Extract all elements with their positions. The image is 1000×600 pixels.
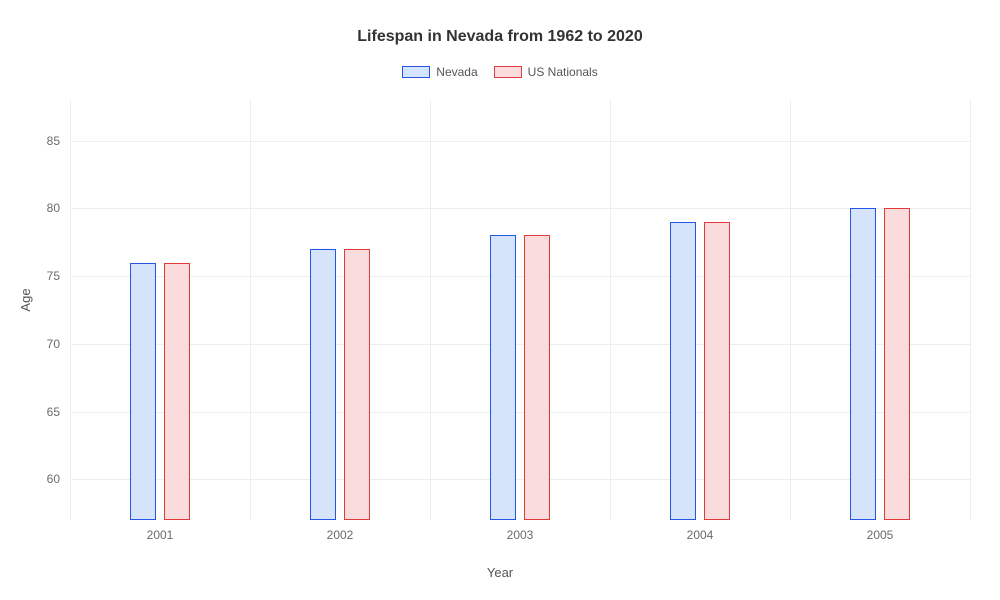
gridline-horizontal (70, 344, 970, 345)
legend-item[interactable]: Nevada (402, 65, 477, 79)
x-tick-label: 2003 (507, 528, 534, 542)
bar[interactable] (850, 208, 876, 520)
legend-label: US Nationals (528, 65, 598, 79)
legend-swatch-icon (494, 66, 522, 78)
y-axis-label: Age (18, 288, 33, 311)
gridline-vertical (970, 100, 971, 520)
gridline-vertical (70, 100, 71, 520)
bar[interactable] (704, 222, 730, 520)
x-tick-label: 2004 (687, 528, 714, 542)
bar[interactable] (524, 235, 550, 520)
bar[interactable] (344, 249, 370, 520)
gridline-vertical (430, 100, 431, 520)
chart-legend: Nevada US Nationals (0, 65, 1000, 79)
bar[interactable] (310, 249, 336, 520)
y-tick-label: 75 (30, 269, 60, 283)
gridline-horizontal (70, 479, 970, 480)
x-tick-label: 2002 (327, 528, 354, 542)
gridline-vertical (250, 100, 251, 520)
gridline-vertical (610, 100, 611, 520)
bar[interactable] (490, 235, 516, 520)
bar[interactable] (670, 222, 696, 520)
gridline-horizontal (70, 141, 970, 142)
y-tick-label: 85 (30, 134, 60, 148)
y-tick-label: 80 (30, 201, 60, 215)
x-tick-label: 2001 (147, 528, 174, 542)
gridline-vertical (790, 100, 791, 520)
lifespan-chart: Lifespan in Nevada from 1962 to 2020 Nev… (0, 0, 1000, 600)
gridline-horizontal (70, 412, 970, 413)
legend-label: Nevada (436, 65, 477, 79)
gridline-horizontal (70, 208, 970, 209)
chart-title: Lifespan in Nevada from 1962 to 2020 (0, 28, 1000, 46)
bar[interactable] (130, 263, 156, 520)
y-tick-label: 60 (30, 472, 60, 486)
y-tick-label: 70 (30, 337, 60, 351)
gridline-horizontal (70, 276, 970, 277)
legend-item[interactable]: US Nationals (494, 65, 598, 79)
legend-swatch-icon (402, 66, 430, 78)
x-tick-label: 2005 (867, 528, 894, 542)
bar[interactable] (884, 208, 910, 520)
y-tick-label: 65 (30, 405, 60, 419)
plot-area: 60657075808520012002200320042005 (70, 100, 970, 520)
bar[interactable] (164, 263, 190, 520)
x-axis-label: Year (0, 565, 1000, 580)
